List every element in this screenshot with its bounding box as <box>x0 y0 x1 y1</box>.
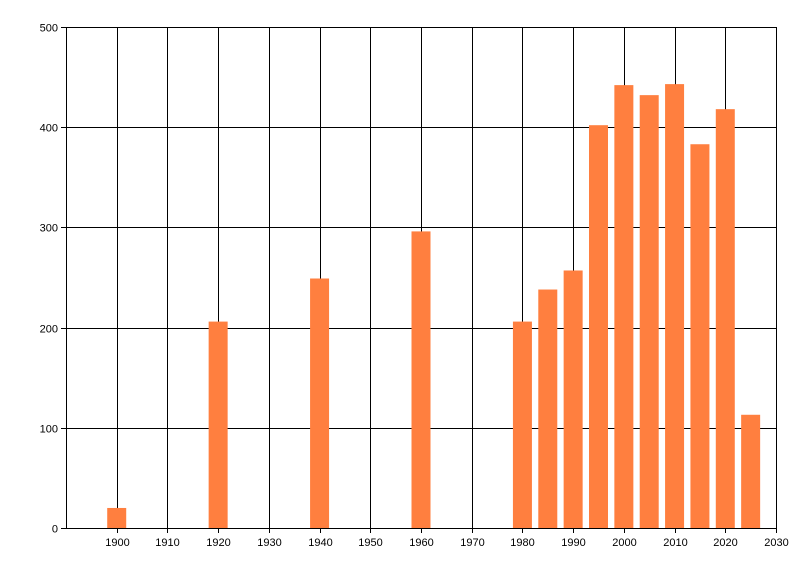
bar-2020 <box>715 109 735 528</box>
y-tick-label: 0 <box>52 524 58 536</box>
bar-1995 <box>589 125 608 529</box>
bar-2015 <box>690 144 710 528</box>
bar-1960 <box>411 231 431 528</box>
x-tick-labels: 1900 1910 1920 1930 1940 1950 1960 1970 1980 1990… <box>105 537 788 549</box>
bar-2025 <box>741 414 761 528</box>
x-tick-label: 1910 <box>155 537 179 549</box>
x-tick-label: 2010 <box>663 537 687 549</box>
x-tick-label: 1980 <box>510 537 534 549</box>
bar-2010 <box>665 84 685 528</box>
x-tick-label: 1920 <box>206 537 230 549</box>
bar-1980 <box>512 321 532 528</box>
x-tick-label: 2030 <box>764 537 788 549</box>
y-tick-label: 100 <box>40 424 58 436</box>
x-tick-label: 2020 <box>713 537 737 549</box>
axes <box>61 27 777 533</box>
bar-1920 <box>208 321 228 528</box>
y-tick-label: 200 <box>40 324 58 336</box>
x-tick-label: 1940 <box>308 537 332 549</box>
x-tick-label: 2000 <box>612 537 636 549</box>
x-tick-label: 1960 <box>409 537 433 549</box>
x-tick-label: 1970 <box>460 537 484 549</box>
bar-2000 <box>614 85 634 528</box>
y-tick-label: 400 <box>40 123 58 135</box>
bars <box>107 84 761 529</box>
x-tick-label: 1900 <box>105 537 129 549</box>
bar-2005 <box>639 95 659 529</box>
x-tick-label: 1930 <box>257 537 281 549</box>
y-tick-labels: 0 100 200 300 400 500 <box>40 23 58 536</box>
bar-1985 <box>538 289 558 528</box>
x-tick-label: 1950 <box>358 537 382 549</box>
x-tick-label: 1990 <box>561 537 585 549</box>
bar-1990 <box>563 270 583 528</box>
y-tick-label: 300 <box>40 223 58 235</box>
bar-1940 <box>310 278 330 528</box>
y-tick-label: 500 <box>40 23 58 35</box>
bar-1900 <box>107 507 127 528</box>
